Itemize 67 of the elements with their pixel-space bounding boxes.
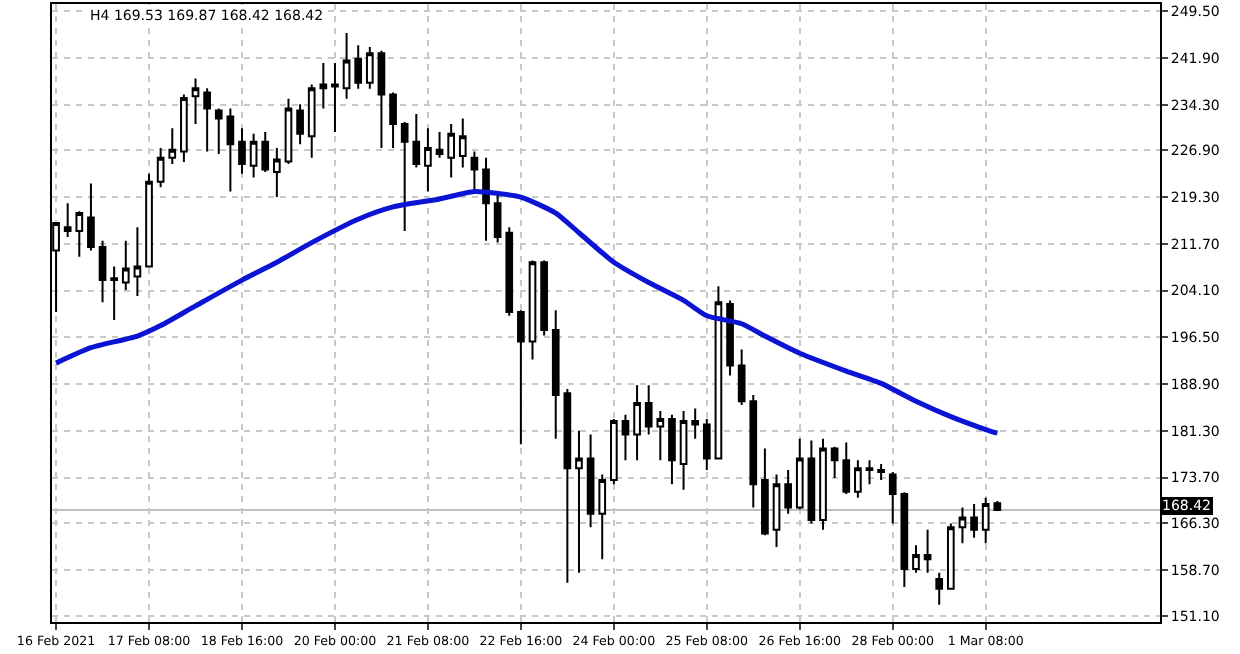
candlestick [912,544,920,574]
candlestick [819,437,827,531]
candlestick [726,299,734,377]
candlestick [296,103,304,146]
candlestick [214,107,223,156]
candlestick [447,122,455,179]
candlestick [575,429,583,574]
candlestick [121,239,130,291]
candlestick [377,49,386,149]
candlestick [679,410,688,491]
candlestick [946,522,955,590]
candlestick [180,93,188,164]
candlestick [586,433,595,529]
candlestick [284,97,293,165]
candlestick [842,441,851,496]
candlestick [458,117,467,169]
candlestick [854,459,862,499]
candlestick [668,413,676,486]
candlestick [226,107,235,193]
candlestick [203,87,211,153]
candlestick [342,31,351,100]
candlestick [191,77,200,125]
candlestick [900,491,909,588]
candlestick [923,528,932,574]
candlestick [970,502,978,539]
candlestick [505,226,514,317]
candlestick [621,413,630,462]
candlestick [551,309,560,440]
candlestick [888,470,897,525]
candlestick [133,226,142,298]
candlestick [633,384,641,462]
candlestick [598,473,607,561]
candlestick [424,127,432,193]
candlestick [795,437,804,511]
candlestick [482,156,490,242]
candlestick [540,259,548,337]
candlestick [784,469,792,515]
candlestick [935,571,944,606]
candlestick [273,146,281,199]
candlestick [958,506,967,545]
candlestick [563,387,572,584]
candlestick [517,309,525,446]
candlestick [528,259,537,361]
candlestick [87,182,95,252]
candlestick [807,439,816,525]
candlestick [110,265,119,322]
candlestick [331,62,339,133]
candlestick [830,445,839,480]
candlestick [389,91,397,149]
candlestick [435,130,444,159]
candlestick [691,407,700,440]
candlestick [702,418,711,472]
candlestick [365,46,374,90]
candlestick [238,127,246,175]
candlestick [865,459,874,486]
candlestick [772,473,781,548]
candlestick [145,172,153,268]
candlestick [493,190,502,244]
candlestick [470,150,479,193]
candlestick [354,44,363,90]
candlestick [261,130,270,173]
candlestick [249,132,258,179]
candlestick [761,447,769,537]
candlestick [877,462,885,481]
candlestick [610,418,618,486]
line-series [53,189,1000,436]
candlestick [98,239,107,304]
